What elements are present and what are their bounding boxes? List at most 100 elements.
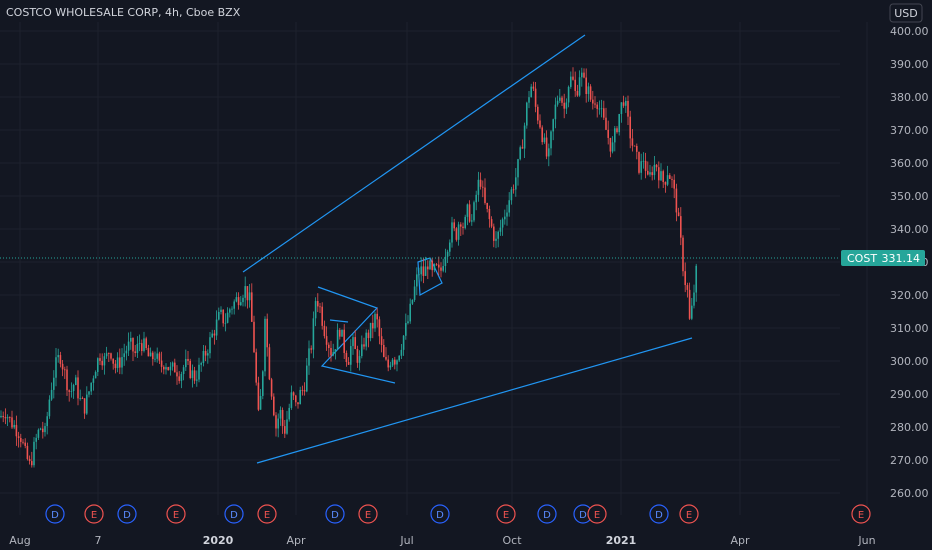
candle-body: [468, 204, 471, 222]
y-tick-label: 320.00: [890, 289, 929, 302]
currency-button[interactable]: USD: [889, 3, 923, 23]
dividend-marker[interactable]: D: [45, 504, 65, 524]
candle-body: [378, 319, 381, 337]
candle-body: [68, 390, 70, 392]
earnings-marker[interactable]: E: [587, 504, 607, 524]
candle-body: [444, 256, 447, 267]
candle-body: [248, 292, 251, 301]
candle-body: [464, 216, 466, 229]
trendline-drawings[interactable]: [242, 34, 693, 464]
marker-circle[interactable]: [358, 504, 378, 524]
candle-body: [583, 72, 585, 78]
marker-circle[interactable]: [430, 504, 450, 524]
candle-body: [424, 266, 427, 276]
candle-body: [325, 336, 328, 345]
candle-body: [556, 100, 559, 105]
lower-trendline[interactable]: [256, 337, 693, 464]
triangle-pattern-drawing[interactable]: [317, 286, 396, 384]
candle-body: [620, 102, 623, 114]
marker-circle[interactable]: [117, 504, 137, 524]
marker-circle[interactable]: [84, 504, 104, 524]
candle-body: [154, 358, 156, 360]
candle-body: [695, 265, 697, 293]
earnings-marker[interactable]: E: [166, 504, 186, 524]
candle-body: [398, 355, 400, 361]
price-axis[interactable]: 400.00 390.00 380.00 370.00 360.00 350.00 340.…: [890, 25, 929, 500]
marker-circle[interactable]: [537, 504, 557, 524]
candle-body: [578, 77, 581, 96]
marker-circle[interactable]: [649, 504, 669, 524]
candle-body: [180, 373, 183, 381]
candle-body: [81, 398, 84, 400]
candle-body: [677, 212, 680, 217]
candle-body: [418, 274, 420, 276]
candle-body: [301, 389, 304, 391]
marker-circle[interactable]: [224, 504, 244, 524]
candle-body: [596, 104, 598, 109]
candle-body: [6, 417, 9, 419]
marker-circle[interactable]: [851, 504, 871, 524]
candle-body: [59, 355, 62, 364]
triangle-inner-drawing[interactable]: [329, 319, 349, 323]
earnings-marker[interactable]: E: [496, 504, 516, 524]
marker-letter: D: [230, 510, 238, 521]
marker-letter: D: [436, 510, 444, 521]
candle-body: [37, 429, 40, 438]
dividend-marker[interactable]: D: [430, 504, 450, 524]
earnings-marker[interactable]: E: [358, 504, 378, 524]
candle-body: [343, 329, 345, 353]
candle-body: [521, 147, 524, 149]
candle-body: [616, 128, 618, 133]
candle-body: [182, 367, 185, 374]
candle-body: [202, 351, 205, 364]
marker-circle[interactable]: [679, 504, 699, 524]
candle-body: [660, 171, 662, 181]
candle-body: [31, 461, 33, 466]
time-axis[interactable]: Aug 7 2020 Apr Jul Oct 2021 Apr Jun: [9, 534, 875, 547]
candle-body: [229, 309, 231, 313]
candle-body: [174, 362, 176, 373]
marker-letter: D: [543, 510, 551, 521]
y-tick-label: 280.00: [890, 421, 929, 434]
candle-body: [149, 352, 152, 357]
currency-label: USD: [894, 7, 918, 20]
candle-body: [607, 129, 609, 138]
marker-circle[interactable]: [587, 504, 607, 524]
marker-circle[interactable]: [496, 504, 516, 524]
earnings-marker[interactable]: E: [84, 504, 104, 524]
candle-body: [178, 376, 180, 381]
candle-body: [427, 266, 429, 270]
candle-body: [341, 329, 343, 337]
candle-body: [675, 188, 678, 213]
earnings-marker[interactable]: E: [257, 504, 277, 524]
candle-body: [484, 187, 486, 203]
dividend-marker[interactable]: D: [117, 504, 137, 524]
candle-body: [66, 369, 68, 391]
candle-body: [405, 323, 407, 336]
x-tick-label: 7: [95, 534, 102, 547]
candle-body: [147, 348, 150, 357]
dividend-marker[interactable]: D: [649, 504, 669, 524]
dividend-marker[interactable]: D: [224, 504, 244, 524]
marker-circle[interactable]: [257, 504, 277, 524]
currency-button-frame[interactable]: [889, 3, 923, 23]
candle-body: [389, 365, 392, 368]
candle-body: [185, 358, 187, 368]
candle-body: [22, 441, 24, 443]
earnings-marker[interactable]: E: [679, 504, 699, 524]
candle-body: [438, 264, 440, 268]
upper-trendline[interactable]: [242, 34, 586, 273]
candle-body: [336, 329, 339, 350]
candle-body: [345, 352, 348, 363]
marker-circle[interactable]: [325, 504, 345, 524]
candle-body: [165, 367, 167, 370]
candle-body: [680, 216, 682, 238]
candle-body: [196, 379, 198, 381]
marker-circle[interactable]: [166, 504, 186, 524]
dividend-marker[interactable]: D: [537, 504, 557, 524]
marker-circle[interactable]: [45, 504, 65, 524]
dividend-marker[interactable]: D: [325, 504, 345, 524]
candle-body: [13, 424, 15, 428]
earnings-marker[interactable]: E: [851, 504, 871, 524]
